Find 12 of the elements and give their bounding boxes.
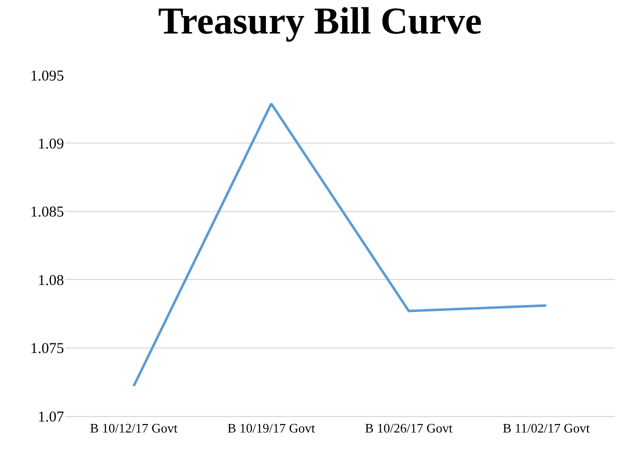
line-series — [132, 102, 548, 388]
x-tick-label: B 10/12/17 Govt — [90, 420, 178, 436]
y-tick-label: 1.08 — [38, 272, 64, 289]
chart-title: Treasury Bill Curve — [158, 0, 482, 43]
x-tick-label: B 10/26/17 Govt — [365, 420, 453, 436]
y-tick-label: 1.07 — [38, 409, 64, 426]
x-tick-label: B 10/19/17 Govt — [228, 420, 316, 436]
y-tick-label: 1.085 — [30, 204, 64, 221]
y-tick-label: 1.095 — [30, 68, 64, 84]
x-tick-label: B 11/02/17 Govt — [502, 420, 590, 436]
y-tick-label: 1.09 — [38, 136, 64, 152]
y-tick-label: 1.075 — [30, 341, 64, 358]
